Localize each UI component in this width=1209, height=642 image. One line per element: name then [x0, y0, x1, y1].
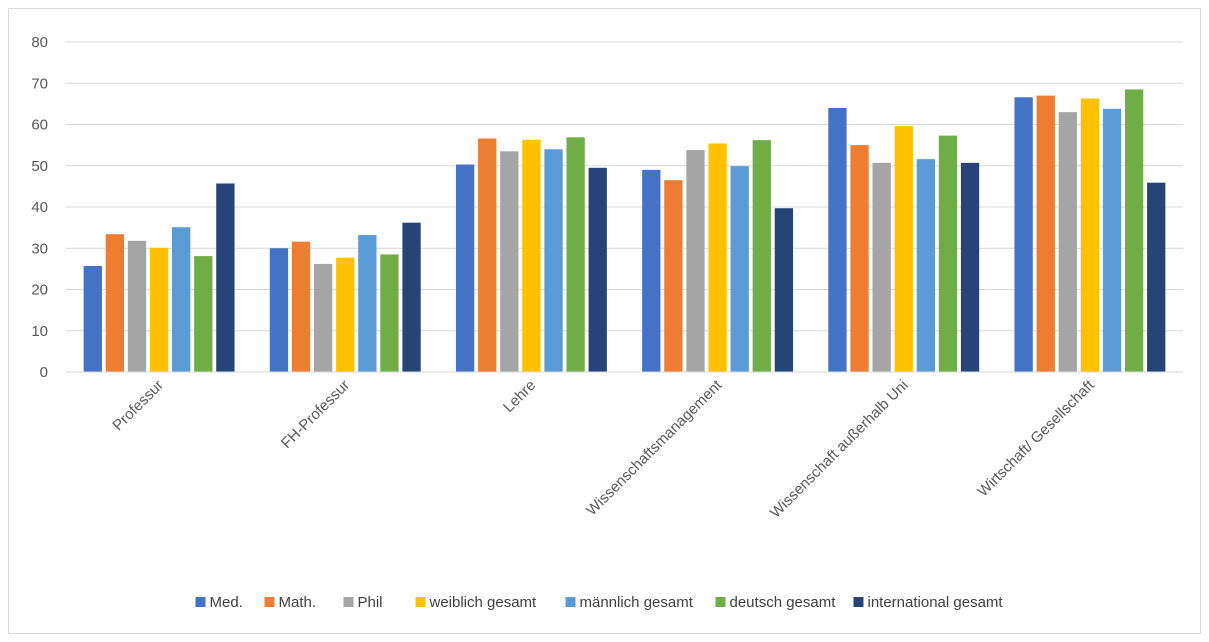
bar-weiblich-gesamt-0 — [149, 247, 169, 372]
bar-international-gesamt-1 — [402, 222, 421, 372]
bar-international-gesamt-2 — [588, 167, 607, 372]
y-tick-label: 20 — [31, 282, 48, 299]
legend-item: deutsch gesamt — [715, 594, 837, 611]
legend-label: weiblich gesamt — [429, 594, 538, 611]
y-tick-label: 30 — [31, 240, 48, 257]
bar-weiblich-gesamt-1 — [336, 257, 355, 372]
legend-label: männlich gesamt — [580, 594, 694, 611]
bar-international-gesamt-3 — [774, 208, 794, 372]
legend-item: Phil — [343, 594, 383, 611]
y-axis-ticks: 0 10 20 30 40 50 60 70 80 — [31, 34, 48, 381]
bar-weiblich-gesamt-3 — [708, 143, 727, 372]
bar-deutsch-gesamt-2 — [566, 137, 585, 372]
bar-männlich-gesamt-0 — [172, 227, 191, 372]
y-tick-label: 60 — [31, 117, 48, 134]
x-tick-label: Professur — [109, 377, 166, 434]
bar-weiblich-gesamt-2 — [522, 139, 541, 372]
gridlines — [66, 41, 1183, 332]
bar-weiblich-gesamt-5 — [1080, 98, 1100, 372]
legend-item: international gesamt — [853, 594, 1004, 611]
y-tick-label: 0 — [40, 364, 48, 381]
bar-med--4 — [828, 108, 847, 372]
legend: Med. Math. Phil weiblich gesamt männlich ges… — [195, 594, 1004, 611]
bar-math--1 — [291, 241, 311, 372]
legend-item: weiblich gesamt — [415, 594, 538, 611]
bar-phil-3 — [686, 150, 705, 372]
x-axis-ticks: Professur FH-Professur Lehre Wissenschaftsm… — [109, 376, 1098, 521]
legend-swatch — [853, 597, 864, 607]
bar-phil-2 — [500, 151, 519, 372]
bar-männlich-gesamt-2 — [544, 149, 563, 372]
bar-phil-0 — [127, 240, 147, 372]
x-tick-label: Wissenschaftsmanagement — [583, 376, 726, 519]
y-tick-label: 80 — [31, 34, 48, 51]
bar-deutsch-gesamt-3 — [752, 140, 771, 372]
bar-international-gesamt-4 — [960, 162, 980, 372]
bar-med--2 — [455, 164, 475, 372]
bar-männlich-gesamt-1 — [358, 235, 377, 372]
legend-swatch — [565, 597, 576, 607]
bar-med--5 — [1014, 97, 1033, 373]
legend-label: Med. — [210, 594, 243, 611]
bar-weiblich-gesamt-4 — [894, 126, 913, 373]
x-tick-label: Wirtschaft/ Gesellschaft — [974, 376, 1098, 500]
bar-med--0 — [83, 265, 102, 372]
x-tick-label: FH-Professur — [278, 377, 353, 452]
legend-label: Phil — [358, 594, 383, 611]
bar-deutsch-gesamt-4 — [938, 135, 958, 372]
bar-math--0 — [105, 234, 125, 372]
bar-med--3 — [642, 169, 661, 372]
bar-math--5 — [1036, 95, 1055, 372]
y-tick-label: 70 — [31, 75, 48, 92]
bar-deutsch-gesamt-0 — [194, 256, 213, 372]
x-tick-label: Lehre — [500, 377, 539, 416]
bar-deutsch-gesamt-5 — [1124, 89, 1144, 372]
bar-deutsch-gesamt-1 — [380, 254, 399, 372]
legend-item: männlich gesamt — [565, 594, 694, 611]
y-tick-label: 40 — [31, 199, 48, 216]
y-tick-label: 50 — [31, 158, 48, 175]
bar-männlich-gesamt-4 — [916, 159, 935, 372]
y-tick-label: 10 — [31, 323, 48, 340]
legend-label: deutsch gesamt — [730, 594, 837, 611]
bar-math--3 — [664, 180, 683, 372]
bar-phil-1 — [314, 263, 333, 372]
legend-swatch — [415, 597, 426, 607]
bar-männlich-gesamt-5 — [1102, 108, 1122, 372]
legend-swatch — [715, 597, 726, 607]
bar-med--1 — [269, 248, 289, 372]
bars — [83, 89, 1166, 373]
bar-phil-5 — [1058, 112, 1077, 372]
legend-swatch — [264, 597, 275, 607]
legend-item: Med. — [195, 594, 243, 611]
x-tick-label: Wissenschaft außerhalb Uni — [767, 377, 912, 522]
legend-label: Math. — [279, 594, 317, 611]
legend-label: international gesamt — [868, 594, 1004, 611]
bar-math--2 — [478, 138, 497, 372]
bar-math--4 — [850, 145, 869, 372]
bar-phil-4 — [872, 162, 891, 372]
legend-swatch — [195, 597, 206, 607]
legend-swatch — [343, 597, 354, 607]
bar-international-gesamt-0 — [216, 183, 235, 372]
bar-international-gesamt-5 — [1147, 182, 1166, 372]
legend-item: Math. — [264, 594, 317, 611]
bar-männlich-gesamt-3 — [730, 166, 749, 372]
